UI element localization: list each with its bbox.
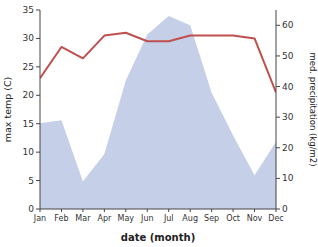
- y-tick: [36, 66, 40, 67]
- y2-tick: [276, 209, 280, 210]
- precipitation-area: [40, 16, 276, 209]
- y-tick: [36, 38, 40, 39]
- y-tick: [36, 10, 40, 11]
- x-tick: [82, 209, 83, 212]
- y2-tick: [276, 147, 280, 148]
- x-tick-label: Oct: [226, 214, 240, 223]
- x-tick-label: Feb: [54, 214, 68, 223]
- x-tick-label: Dec: [268, 214, 283, 223]
- y2-tick: [276, 117, 280, 118]
- y2-tick-label: 10: [282, 173, 294, 183]
- x-tick-label: May: [118, 214, 135, 223]
- x-tick: [147, 209, 148, 212]
- y2-tick: [276, 55, 280, 56]
- y-tick-label: 20: [23, 90, 35, 100]
- y-axis-label: max temp (C): [2, 77, 13, 143]
- x-tick: [211, 209, 212, 212]
- x-tick-label: Jan: [33, 214, 46, 223]
- y2-tick-label: 50: [282, 51, 294, 61]
- y2-axis: [276, 10, 277, 209]
- y-tick-label: 5: [28, 176, 34, 186]
- y-tick-label: 35: [23, 5, 34, 15]
- y-tick-label: 30: [23, 33, 35, 43]
- plot-area: [40, 16, 276, 209]
- y2-tick-label: 30: [282, 112, 294, 122]
- y-axis: [40, 10, 41, 209]
- x-axis-label: date (month): [121, 232, 195, 243]
- y2-axis-label: med. precipitation (kg/m2): [308, 52, 318, 166]
- x-tick: [233, 209, 234, 212]
- y-tick-label: 0: [28, 204, 34, 214]
- x-tick: [125, 209, 126, 212]
- y-tick: [36, 123, 40, 124]
- y2-tick-label: 60: [282, 20, 294, 30]
- x-tick-label: Aug: [182, 214, 198, 223]
- y-tick-label: 25: [23, 62, 34, 72]
- x-tick-label: Jun: [140, 214, 154, 223]
- x-tick: [168, 209, 169, 212]
- x-tick-label: Nov: [247, 214, 263, 223]
- x-tick-label: Apr: [97, 214, 112, 223]
- y-tick: [36, 180, 40, 181]
- y2-tick: [276, 86, 280, 87]
- x-tick: [104, 209, 105, 212]
- y2-tick-label: 40: [282, 82, 294, 92]
- chart: 0 5 10 15 20 25 30 35 0 10 20 30 40 50 60 Jan Feb Mar Apr M…: [0, 0, 318, 247]
- y-tick: [36, 152, 40, 153]
- temperature-line: [40, 33, 276, 93]
- x-tick: [276, 209, 277, 212]
- x-tick-label: Sep: [204, 214, 219, 223]
- y2-tick-label: 20: [282, 143, 294, 153]
- x-tick: [40, 209, 41, 212]
- y2-tick: [276, 25, 280, 26]
- y-tick-label: 15: [23, 119, 34, 129]
- y-tick: [36, 209, 40, 210]
- x-tick-label: Mar: [75, 214, 91, 223]
- x-tick: [190, 209, 191, 212]
- y-tick: [36, 95, 40, 96]
- x-tick: [61, 209, 62, 212]
- x-axis: [40, 209, 276, 210]
- y-tick-label: 10: [23, 147, 35, 157]
- x-tick: [254, 209, 255, 212]
- y2-tick: [276, 178, 280, 179]
- x-tick-label: Jul: [163, 214, 174, 223]
- y2-tick-label: 0: [282, 204, 288, 214]
